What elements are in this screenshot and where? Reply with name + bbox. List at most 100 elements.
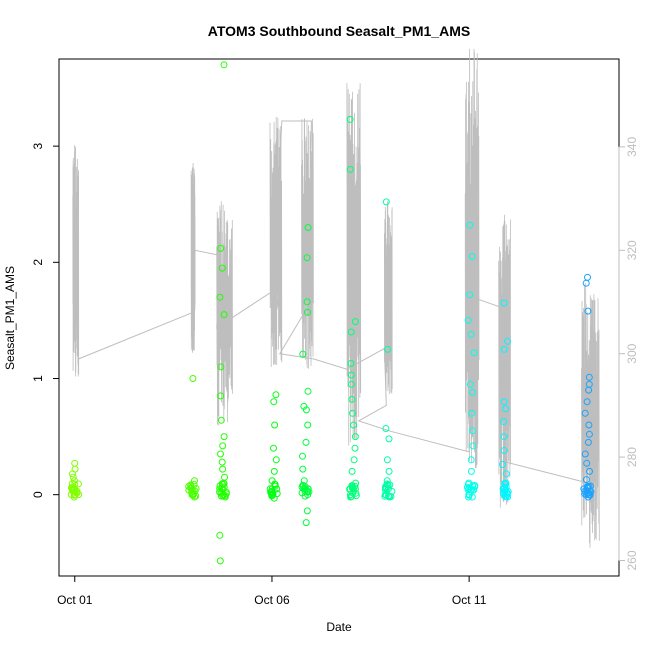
data-point	[466, 221, 474, 229]
data-point	[71, 459, 79, 467]
data-point	[271, 421, 279, 429]
data-point	[220, 311, 228, 319]
data-point	[347, 328, 355, 336]
data-point	[503, 489, 511, 497]
y-left-tick-label: 1	[31, 375, 45, 382]
data-point	[270, 398, 278, 406]
data-point	[469, 388, 476, 396]
data-point	[216, 488, 224, 496]
data-point	[347, 371, 355, 379]
data-point	[587, 488, 595, 496]
data-point	[385, 467, 393, 475]
data-point	[302, 406, 310, 414]
data-point	[382, 198, 390, 206]
data-point	[468, 253, 476, 260]
data-point	[351, 444, 359, 452]
data-point	[217, 363, 225, 371]
data-point	[502, 470, 510, 478]
data-point	[69, 473, 77, 481]
data-point	[348, 482, 356, 490]
data-point	[350, 421, 358, 429]
data-point	[346, 115, 354, 123]
data-point	[348, 380, 355, 388]
secondary-line-segment	[346, 82, 362, 446]
secondary-line-segment	[216, 201, 233, 426]
data-point	[75, 480, 82, 488]
secondary-line-segment	[72, 144, 80, 377]
data-point	[216, 531, 224, 539]
y-right-tick-label: 300	[625, 343, 639, 363]
x-axis-label: Date	[326, 620, 352, 634]
data-point	[581, 450, 589, 458]
plot-frame	[58, 58, 620, 577]
data-point	[185, 486, 193, 494]
data-point	[351, 318, 359, 326]
axes: 0 1 2 3 260 280 300 320 340 Oct 01 Oct 06 Oct 11	[31, 137, 639, 607]
data-point	[303, 254, 311, 262]
data-point	[467, 330, 475, 338]
data-point	[185, 482, 193, 490]
data-point	[217, 244, 225, 252]
secondary-line-layer	[72, 48, 600, 548]
data-point	[299, 350, 307, 358]
data-point	[470, 349, 478, 357]
data-point	[582, 491, 590, 499]
data-point	[351, 482, 359, 490]
data-point	[348, 395, 356, 403]
y-right-tick-label: 260	[625, 550, 639, 570]
data-point	[304, 421, 312, 429]
points-layer	[67, 61, 595, 565]
y-left-tick-label: 3	[31, 142, 45, 149]
data-point	[352, 492, 360, 500]
data-point	[500, 398, 508, 406]
secondary-line-segment	[383, 200, 393, 395]
data-point	[350, 456, 358, 464]
y-right-tick-label: 280	[625, 447, 639, 467]
data-point	[218, 264, 226, 272]
data-point	[499, 461, 507, 468]
secondary-line-segment	[464, 48, 480, 468]
data-point	[346, 165, 354, 173]
data-point	[218, 458, 226, 466]
data-point	[192, 492, 200, 500]
y-right-tick-label: 340	[625, 137, 639, 157]
data-point	[304, 387, 312, 395]
data-point	[217, 392, 225, 400]
data-point	[75, 491, 83, 499]
data-point	[351, 433, 359, 441]
data-point	[466, 380, 474, 388]
data-point	[469, 442, 477, 450]
data-point	[501, 492, 509, 500]
data-point	[467, 456, 475, 464]
secondary-line-segment	[301, 118, 314, 369]
data-point	[500, 418, 508, 425]
data-point	[586, 467, 593, 475]
data-point	[467, 467, 475, 475]
data-point	[299, 481, 307, 489]
data-point	[268, 485, 276, 493]
data-point	[348, 467, 356, 475]
data-point	[69, 487, 77, 495]
data-point	[466, 291, 474, 299]
data-point	[500, 299, 508, 307]
data-point	[191, 477, 198, 485]
data-point	[468, 493, 476, 501]
data-point	[584, 307, 592, 315]
data-point	[347, 359, 355, 367]
data-point	[582, 279, 590, 287]
data-point	[347, 493, 355, 500]
data-point	[219, 465, 227, 473]
data-point	[464, 316, 472, 324]
data-point	[218, 480, 226, 488]
data-point	[270, 444, 277, 452]
data-point	[272, 456, 280, 464]
data-point	[581, 409, 589, 417]
data-point	[382, 484, 390, 492]
x-tick-label: Oct 06	[254, 593, 290, 607]
data-point	[384, 345, 392, 353]
data-point	[385, 435, 393, 443]
data-point	[304, 224, 312, 231]
data-point	[220, 433, 228, 441]
data-point	[217, 416, 225, 424]
data-point	[500, 447, 508, 454]
